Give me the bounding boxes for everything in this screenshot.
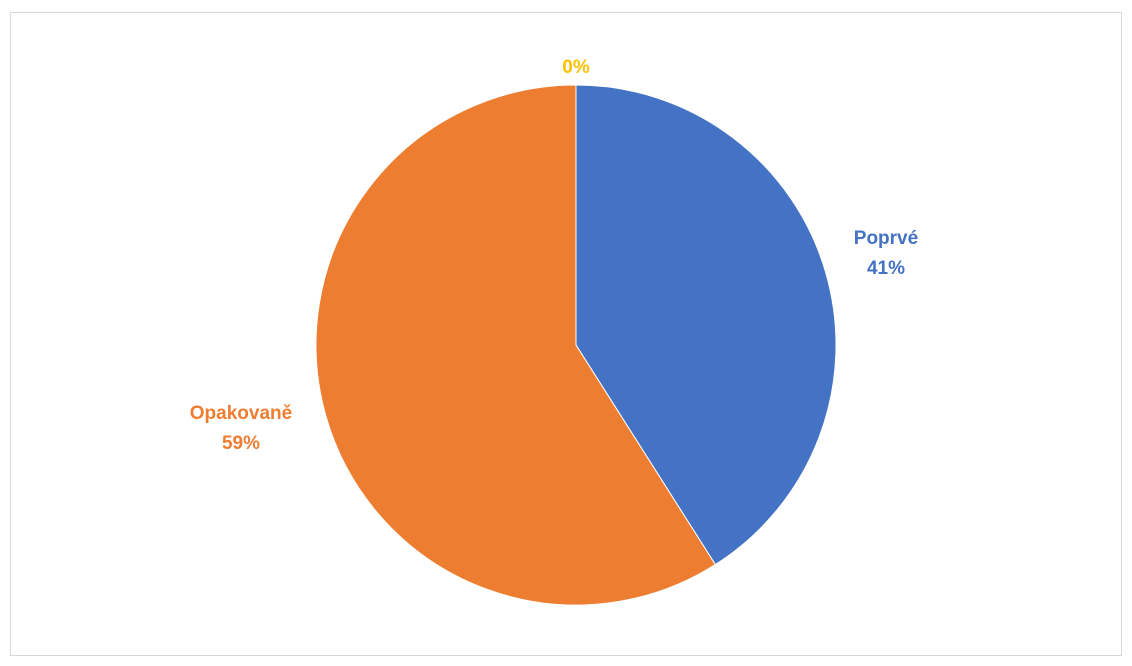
- pie-slice-opakovaně: [315, 84, 717, 606]
- slice-label-value: 41%: [867, 258, 905, 279]
- pie-labels: Poprvé 41% Opakovaně 59% 0%: [190, 57, 918, 454]
- pie-slices: [315, 84, 837, 606]
- pie-slice-poprvé: [575, 84, 837, 566]
- slice-label-value: 0%: [562, 57, 590, 78]
- slice-label-name: Poprvé: [854, 228, 918, 249]
- slice-label-value: 59%: [222, 433, 260, 454]
- slice-label-name: Opakovaně: [190, 403, 292, 424]
